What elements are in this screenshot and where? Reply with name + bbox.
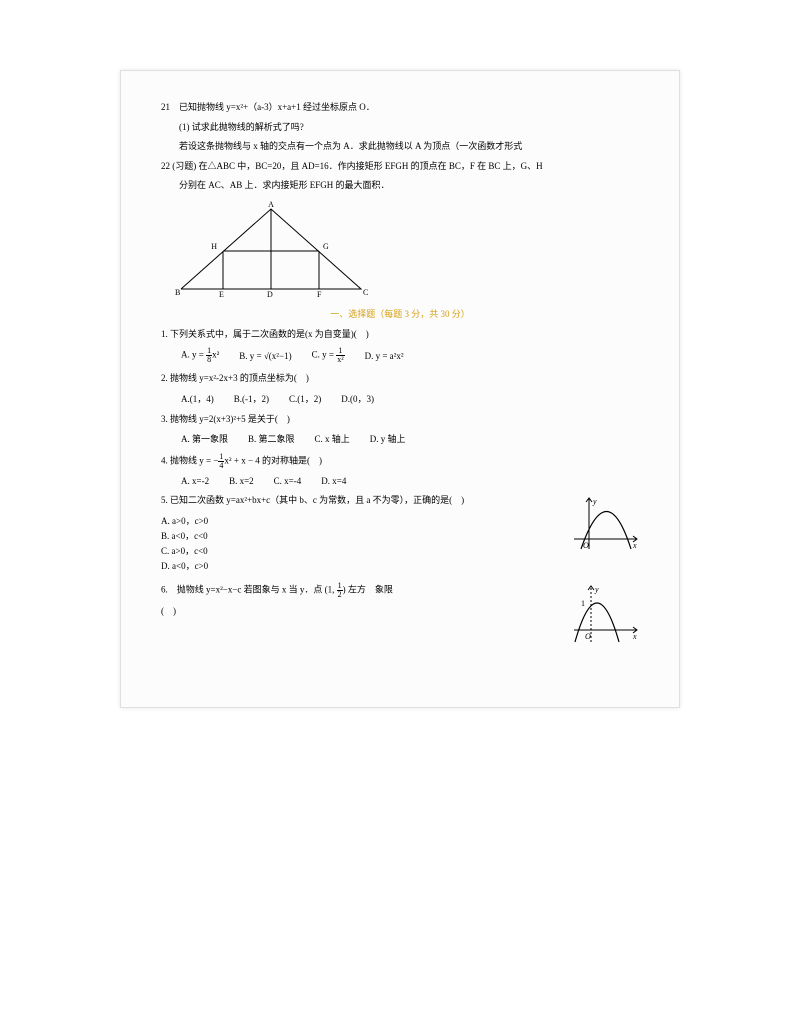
mc6-stem: 6. 抛物线 y=x²−x−c 若图象与 x 当 y．点 (1, 12) 左方 … (161, 582, 639, 599)
mc5-stem: 5. 已知二次函数 y=ax²+bx+c（其中 b、c 为常数，且 a 不为零）… (161, 494, 639, 508)
q21-part2: 若设这条抛物线与 x 轴的交点有一个点为 A．求此抛物线以 A 为顶点（一次函数… (179, 140, 639, 154)
mc6-ans: ( ) (161, 605, 639, 619)
label-G: G (323, 242, 329, 251)
mc2-B: B.(-1，2) (234, 392, 269, 405)
mc5-D: D. a<0，c>0 (161, 559, 639, 572)
mc4-A: A. x=-2 (181, 476, 209, 486)
label-O2: O (585, 632, 591, 641)
mc2-A: A.(1，4) (181, 392, 214, 405)
mc5-C: C. a>0，c<0 (161, 544, 639, 557)
label-C: C (363, 288, 368, 297)
mc4-post: 的对称轴是( ) (262, 456, 322, 466)
q21-part1: (1) 试求此抛物线的解析式了吗? (179, 121, 639, 135)
label-F: F (317, 290, 322, 299)
triangle-svg: A B C D E F H G (161, 199, 381, 299)
mc3-A: A. 第一象限 (181, 432, 228, 445)
label-1: 1 (581, 599, 585, 608)
section-title: 一、选择题（每题 3 分，共 30 分） (161, 307, 639, 320)
mc6-figure: O x y 1 (569, 582, 639, 647)
q21-stem: 21 已知抛物线 y=x²+（a-3）x+a+1 经过坐标原点 O． (161, 101, 639, 115)
q22-stem2: 分别在 AC、AB 上．求内接矩形 EFGH 的最大面积． (179, 179, 639, 193)
mc4-D: D. x=4 (321, 476, 346, 486)
mc4-pre: 4. 抛物线 (161, 456, 197, 466)
label-y2: y (594, 585, 599, 594)
label-y1: y (592, 497, 597, 506)
mc3-C: C. x 轴上 (315, 432, 350, 445)
label-A: A (268, 200, 274, 209)
mc3-D: D. y 轴上 (370, 432, 406, 445)
label-B: B (175, 288, 180, 297)
mc4-B: B. x=2 (229, 476, 254, 486)
mc4-stem: 4. 抛物线 y = −14x² + x − 4 的对称轴是( ) (161, 453, 639, 470)
mc2-options: A.(1，4) B.(-1，2) C.(1，2) D.(0，3) (181, 392, 639, 405)
label-x1: x (632, 541, 637, 550)
mc2-D: D.(0，3) (341, 392, 374, 405)
mc4-options: A. x=-2 B. x=2 C. x=-4 D. x=4 (181, 476, 639, 486)
label-O1: O (583, 541, 589, 550)
mc1-options: A. y = 18x² B. y = √(x²−1) C. y = 1x² D.… (181, 347, 639, 364)
mc2-stem: 2. 抛物线 y=x²-2x+3 的顶点坐标为( ) (161, 372, 639, 386)
mc1-C: C. y = 1x² (312, 347, 345, 364)
mc6-post: 左方 象限 (348, 584, 393, 594)
label-E: E (219, 290, 224, 299)
mc3-options: A. 第一象限 B. 第二象限 C. x 轴上 D. y 轴上 (181, 432, 639, 445)
mc4-C: C. x=-4 (274, 476, 302, 486)
mc1-D: D. y = a²x² (365, 351, 404, 361)
mc3-B: B. 第二象限 (248, 432, 295, 445)
label-x2: x (632, 632, 637, 641)
parabola2-svg: O x y 1 (569, 582, 639, 647)
mc1-A: A. y = 18x² (181, 347, 219, 364)
mc5-B: B. a<0，c<0 (161, 529, 639, 542)
mc5-figure: O x y (569, 494, 639, 554)
mc3-stem: 3. 抛物线 y=2(x+3)²+5 是关于( ) (161, 413, 639, 427)
exam-page: 21 已知抛物线 y=x²+（a-3）x+a+1 经过坐标原点 O． (1) 试… (120, 70, 680, 708)
mc1-B: B. y = √(x²−1) (239, 351, 291, 361)
parabola1-svg: O x y (569, 494, 639, 554)
mc2-C: C.(1，2) (289, 392, 321, 405)
label-D: D (267, 290, 273, 299)
mc6-pre: 6. 抛物线 y=x²−x−c 若图象与 x 当 y．点 (161, 584, 322, 594)
q22-stem: 22 (习题) 在△ABC 中，BC=20，且 AD=16．作内接矩形 EFGH… (161, 160, 639, 174)
q22-triangle-figure: A B C D E F H G (161, 199, 639, 299)
label-H: H (211, 242, 217, 251)
mc1-stem: 1. 下列关系式中，属于二次函数的是(x 为自变量)( ) (161, 328, 639, 342)
mc5-A: A. a>0，c>0 (161, 514, 639, 527)
